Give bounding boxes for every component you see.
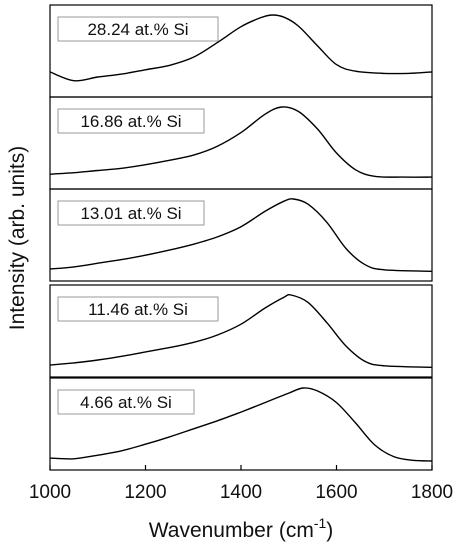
spectrum-line-2 <box>49 106 433 178</box>
sample-label: 28.24 at.% Si <box>87 20 188 39</box>
panel-3: 13.01 at.% Si <box>49 188 433 282</box>
panel-5: 4.66 at.% Si <box>49 377 433 471</box>
x-tick-label-1200: 1200 <box>124 482 166 503</box>
label-box <box>57 16 219 42</box>
label-box <box>57 296 219 322</box>
x-tick-label-1000: 1000 <box>29 482 71 503</box>
panel-2: 16.86 at.% Si <box>49 96 433 190</box>
sample-label: 13.01 at.% Si <box>80 204 181 223</box>
spectrum-line-5 <box>49 387 433 462</box>
label-box <box>57 389 195 415</box>
x-tick-label-1600: 1600 <box>315 482 357 503</box>
sample-label: 11.46 at.% Si <box>88 300 188 319</box>
y-axis-title: Intensity (arb. units) <box>6 146 29 330</box>
spectrum-line-4 <box>49 293 433 368</box>
x-axis-title: Wavenumber (cm-1) <box>149 515 334 542</box>
spectrum-line-3 <box>49 198 433 272</box>
panels-group: 28.24 at.% Si 16.86 at.% Si 13.01 at.% Si 1… <box>49 4 433 471</box>
label-box <box>57 108 205 134</box>
label-box <box>57 200 205 226</box>
sample-label: 16.86 at.% Si <box>80 112 181 131</box>
x-axis-unit-suffix: ) <box>326 519 333 542</box>
sample-label: 4.66 at.% Si <box>80 393 172 412</box>
x-axis-unit-exponent: -1 <box>314 515 327 531</box>
panel-frame <box>49 284 433 378</box>
spectrum-line-1 <box>49 14 433 82</box>
panel-4: 11.46 at.% Si <box>49 284 433 378</box>
x-axis-title-main: Wavenumber <box>149 519 273 542</box>
x-axis-unit-prefix: (cm <box>279 519 314 542</box>
x-tick-label-1800: 1800 <box>411 482 453 503</box>
panel-frame <box>49 188 433 282</box>
x-axis: 1000 1200 1400 1600 1800 <box>29 482 453 503</box>
x-tick-label-1400: 1400 <box>220 482 262 503</box>
panel-1: 28.24 at.% Si <box>49 4 433 98</box>
